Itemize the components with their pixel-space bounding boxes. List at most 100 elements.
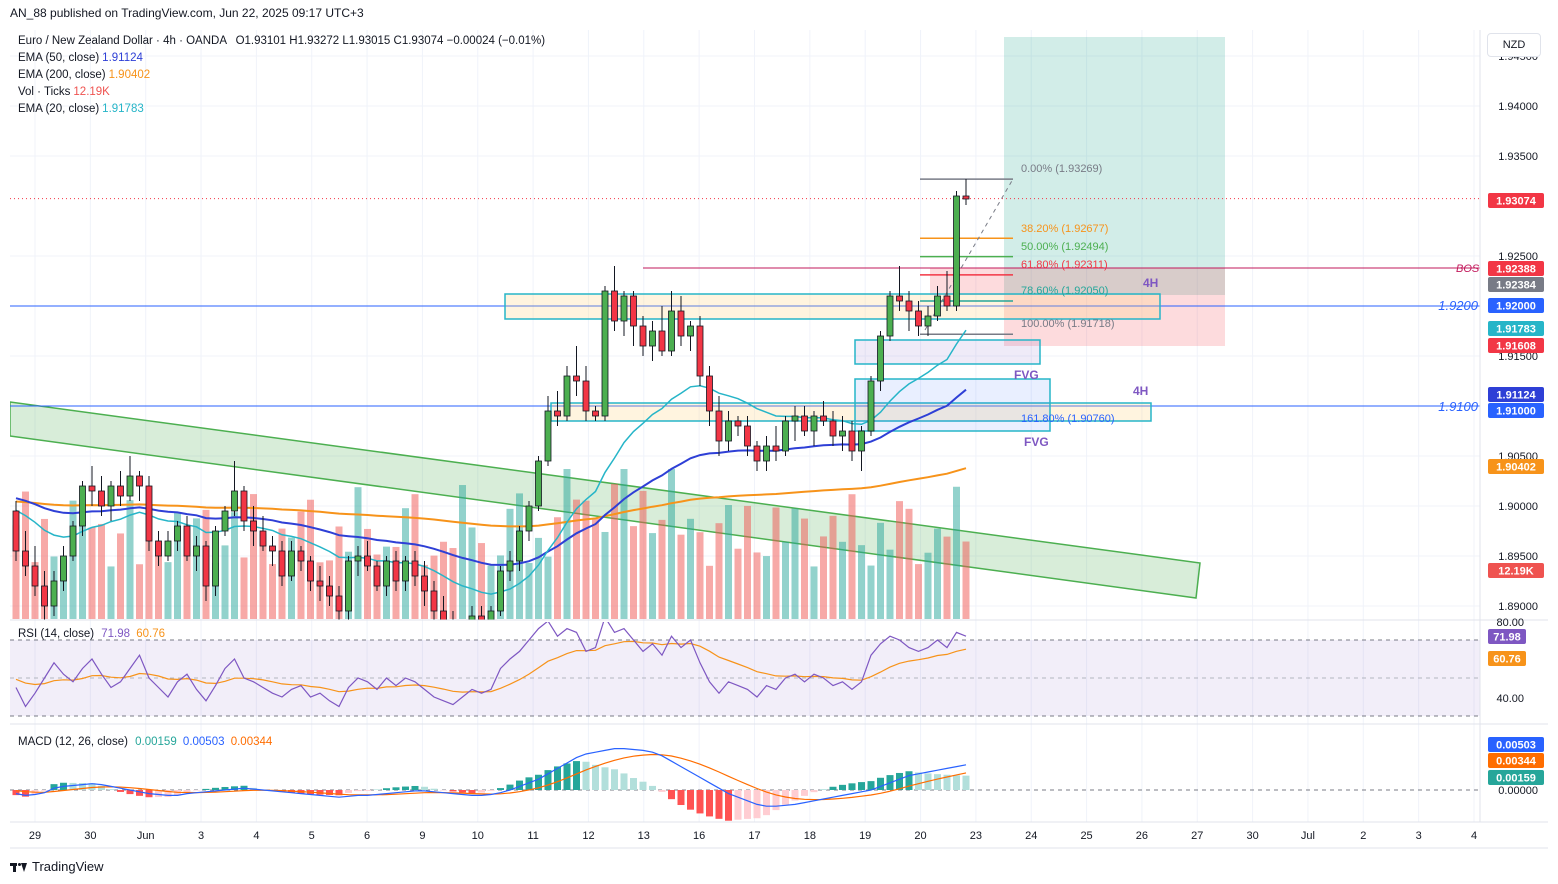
candle-body xyxy=(212,530,219,587)
x-tick-label: 11 xyxy=(527,830,538,842)
axes: 29 30 Jun 3 4 5 6 9 10 11 12 13 16 17 18 19 20 23 24 25 26 27… xyxy=(10,30,1548,849)
volume-bar xyxy=(639,490,647,619)
candle-body xyxy=(126,475,134,497)
price-label-box xyxy=(1488,298,1544,313)
volume-bar xyxy=(820,536,827,619)
volume-bar xyxy=(459,485,466,619)
candle-body xyxy=(297,550,305,562)
indicator-ema200[interactable]: EMA (200, close) 1.90402 xyxy=(18,69,150,81)
macd-label-text: 0.00503 xyxy=(1496,740,1536,752)
price-label-text: 1.91783 xyxy=(1496,324,1536,336)
volume-bar xyxy=(905,508,913,619)
level-1-92-label: 1.9200 xyxy=(1438,298,1479,313)
x-tick-label: 30 xyxy=(84,830,96,842)
volume-bar xyxy=(725,505,732,619)
x-tick-label: 24 xyxy=(1025,830,1037,842)
rsi-pane xyxy=(10,622,1480,717)
macd-histogram-bar xyxy=(858,782,865,790)
bos-label: BOS xyxy=(1456,263,1480,275)
candle-body xyxy=(278,550,286,577)
x-tick-label: 4 xyxy=(1471,830,1477,842)
macd-label-box xyxy=(1488,753,1544,768)
x-tick-label: 12 xyxy=(582,830,594,842)
indicator-ema50[interactable]: EMA (50, close) 1.91124 xyxy=(18,52,143,64)
fib-label: 50.00% (1.92494) xyxy=(1021,241,1108,253)
volume-bar xyxy=(877,522,884,619)
candle-body xyxy=(924,315,932,327)
candle-body xyxy=(858,430,865,452)
candle-body xyxy=(772,445,780,452)
rsi-tick-label: 80.00 xyxy=(1496,617,1524,629)
macd-histogram-bar xyxy=(88,783,96,790)
volume-bar xyxy=(839,541,846,619)
volume-bar xyxy=(810,566,818,619)
price-label-text: 1.92388 xyxy=(1496,264,1536,276)
candle-body xyxy=(269,545,276,552)
macd-histogram-bar xyxy=(516,780,523,790)
volume-bar xyxy=(145,504,153,619)
price-label-box xyxy=(1488,277,1544,292)
price-label-text: 1.93074 xyxy=(1496,196,1537,208)
candle-body xyxy=(535,460,542,507)
indicator-volume[interactable]: Vol · Ticks 12.19K xyxy=(18,86,110,98)
macd-line xyxy=(15,748,967,807)
volume-bar xyxy=(107,566,115,619)
volume-bar xyxy=(449,548,457,619)
indicator-ema20[interactable]: EMA (20, close) 1.91783 xyxy=(18,103,144,115)
x-tick-label: 3 xyxy=(1416,830,1422,842)
x-tick-label: 17 xyxy=(748,830,760,842)
rsi-legend[interactable]: RSI (14, close) 71.98 60.76 xyxy=(18,628,165,640)
candle-body xyxy=(886,295,894,337)
candle-body xyxy=(450,626,456,636)
volume-bar xyxy=(136,564,143,619)
macd-legend[interactable]: MACD (12, 26, close) 0.00159 0.00503 0.0… xyxy=(18,736,272,748)
candle-body xyxy=(677,310,685,337)
volume-bar xyxy=(563,469,571,619)
macd-histogram-bar xyxy=(525,777,533,790)
candle-body xyxy=(288,550,295,577)
volume-bar xyxy=(573,499,580,619)
macd-histogram-bar xyxy=(183,790,191,792)
volume-bar xyxy=(649,533,656,619)
candle-body xyxy=(411,560,419,577)
macd-histogram-bar xyxy=(867,781,875,790)
price-label-text: 1.91608 xyxy=(1496,341,1536,353)
macd-histogram-bar xyxy=(592,764,599,790)
volume-bar xyxy=(240,557,248,619)
volume-bar xyxy=(677,534,685,619)
macd-histogram-bar xyxy=(772,790,780,811)
x-tick-label: Jun xyxy=(137,830,155,842)
macd-histogram-bar xyxy=(639,781,647,790)
volume-bar xyxy=(117,533,124,619)
candle-body xyxy=(668,310,675,352)
volume-bar xyxy=(744,505,751,619)
candle-body xyxy=(934,295,941,317)
ohlc-change: −0.00024 (−0.01%) xyxy=(446,35,546,47)
macd-histogram-bar xyxy=(440,790,447,791)
candle-body xyxy=(316,580,324,587)
candle-body xyxy=(563,375,571,417)
macd-signal-value: 0.00344 xyxy=(230,736,273,748)
macd-histogram-bar xyxy=(221,786,229,790)
candle-body xyxy=(497,570,504,612)
ema50-line xyxy=(15,388,967,566)
volume-bar xyxy=(753,552,761,619)
macd-label-text: 0.00159 xyxy=(1496,773,1536,785)
macd-histogram-bar xyxy=(164,790,172,797)
volume-bar xyxy=(829,515,837,619)
macd-histogram-bar xyxy=(411,785,419,790)
volume-bar xyxy=(715,523,723,619)
candle-body xyxy=(696,325,704,377)
macd-histogram-bar xyxy=(544,770,552,790)
candle-body xyxy=(231,490,238,512)
macd-histogram-bar xyxy=(848,783,856,790)
candle-body xyxy=(953,195,960,307)
x-tick-label: 4 xyxy=(253,830,259,842)
candle-body xyxy=(345,560,352,612)
candle-body xyxy=(221,510,229,532)
candle-body xyxy=(487,610,495,620)
candle-body xyxy=(364,555,371,567)
rsi-label-text: 60.76 xyxy=(1493,654,1521,666)
currency-button[interactable]: NZD xyxy=(1487,33,1541,57)
